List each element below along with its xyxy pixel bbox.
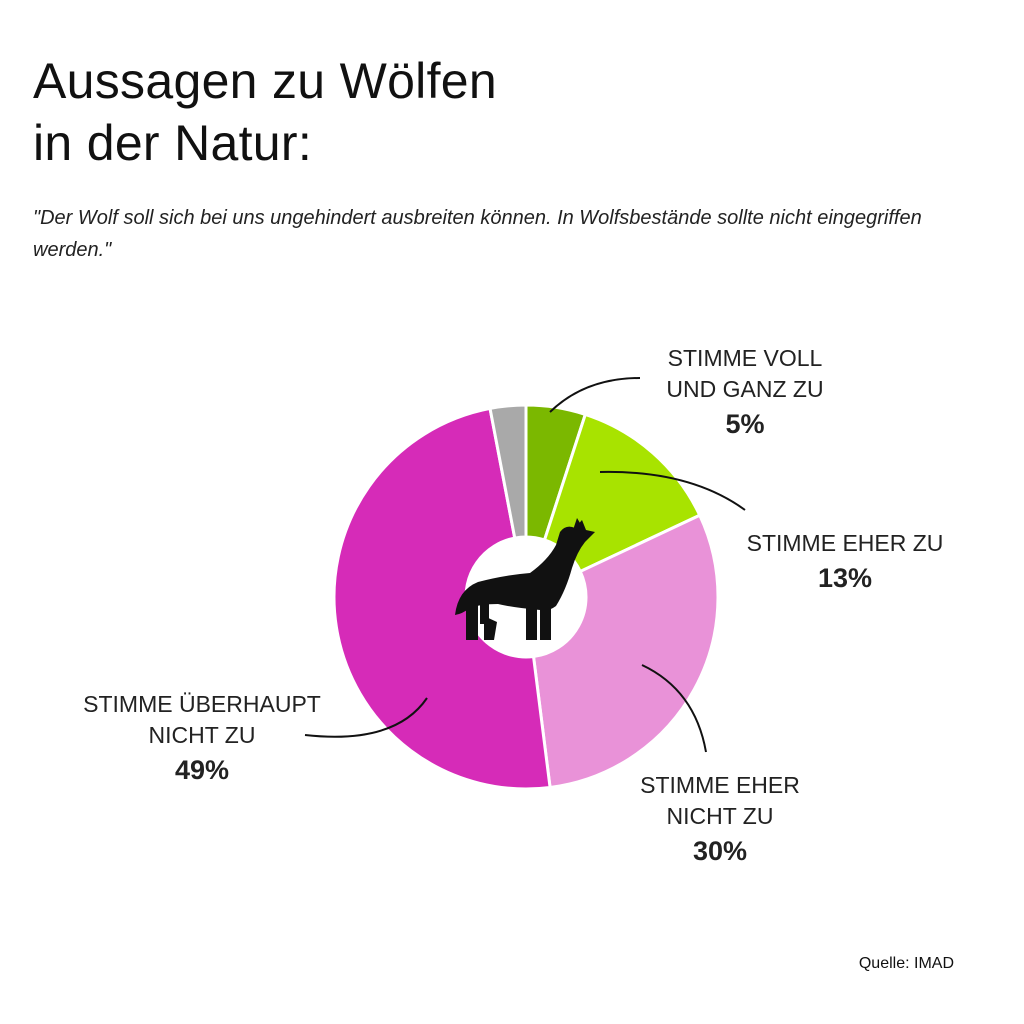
slice-labels: STIMME VOLL UND GANZ ZU 5% STIMME EHER ZU 13… bbox=[83, 345, 943, 866]
chart-title: Aussagen zu Wölfen in der Natur: bbox=[33, 50, 497, 174]
source-note: Quelle: IMAD bbox=[858, 955, 954, 972]
howling-wolf-icon bbox=[455, 518, 595, 640]
slice-value-label-1: 13% bbox=[818, 563, 872, 593]
slice-label-2-line-0: STIMME EHER bbox=[640, 772, 800, 798]
slice-label-3-line-0: STIMME ÜBERHAUPT bbox=[83, 691, 321, 717]
leader-line-0 bbox=[549, 377, 641, 413]
title-line-1: Aussagen zu Wölfen bbox=[33, 53, 497, 109]
leader-line-2 bbox=[641, 664, 707, 753]
donut-slice-2 bbox=[531, 513, 720, 790]
slice-value-label-0: 5% bbox=[725, 409, 764, 439]
title-line-2: in der Natur: bbox=[33, 115, 313, 171]
slice-label-3-line-1: NICHT ZU bbox=[149, 722, 256, 748]
chart-subtitle: "Der Wolf soll sich bei uns ungehindert … bbox=[33, 207, 922, 261]
slice-value-label-3: 49% bbox=[175, 755, 229, 785]
slice-label-0-line-1: UND GANZ ZU bbox=[666, 376, 823, 402]
slice-label-0-line-0: STIMME VOLL bbox=[668, 345, 823, 371]
slice-value-label-2: 30% bbox=[693, 836, 747, 866]
leader-line-3 bbox=[304, 697, 428, 738]
donut-slice-4 bbox=[488, 403, 528, 540]
leader-line-1 bbox=[599, 470, 746, 511]
leader-lines bbox=[304, 377, 746, 753]
slice-label-2-line-1: NICHT ZU bbox=[667, 803, 774, 829]
slice-label-1-line-0: STIMME EHER ZU bbox=[747, 530, 944, 556]
